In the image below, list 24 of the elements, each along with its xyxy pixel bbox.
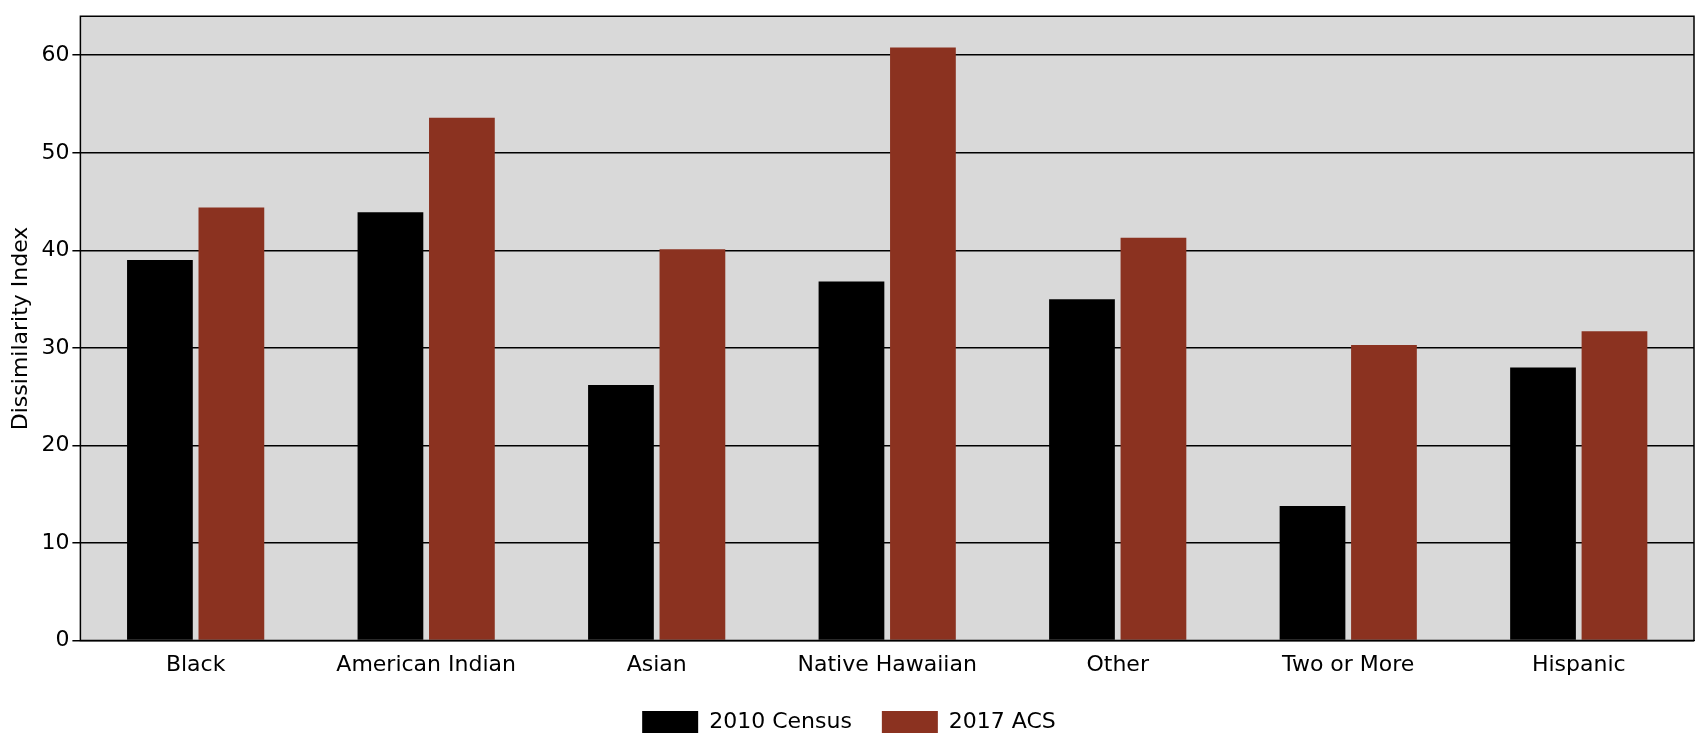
bar	[890, 47, 956, 640]
y-tick-label: 60	[41, 40, 70, 66]
x-tick-label: Two or More	[1281, 650, 1415, 676]
bar	[198, 207, 265, 640]
bar	[1120, 237, 1187, 640]
x-tick-label: Hispanic	[1531, 650, 1626, 676]
y-tick-label: 30	[41, 333, 70, 359]
x-tick-label: Black	[165, 650, 226, 676]
x-tick-label: Native Hawaiian	[797, 650, 977, 676]
y-tick-label: 20	[41, 431, 70, 457]
legend-label: 2017 ACS	[948, 707, 1056, 733]
legend-label: 2010 Census	[709, 707, 852, 733]
y-tick-label: 50	[41, 138, 70, 164]
x-tick-label: Other	[1086, 650, 1150, 676]
bar	[1581, 331, 1648, 640]
y-axis-title: Dissimilarity Index	[6, 226, 32, 431]
bar	[1351, 344, 1417, 640]
bar	[429, 117, 495, 640]
x-tick-label: American Indian	[336, 650, 516, 676]
y-tick-label: 0	[55, 626, 70, 652]
bar	[659, 249, 726, 640]
y-tick-label: 10	[41, 528, 70, 554]
y-tick-label: 40	[41, 236, 70, 262]
x-tick-label: Asian	[626, 650, 687, 676]
